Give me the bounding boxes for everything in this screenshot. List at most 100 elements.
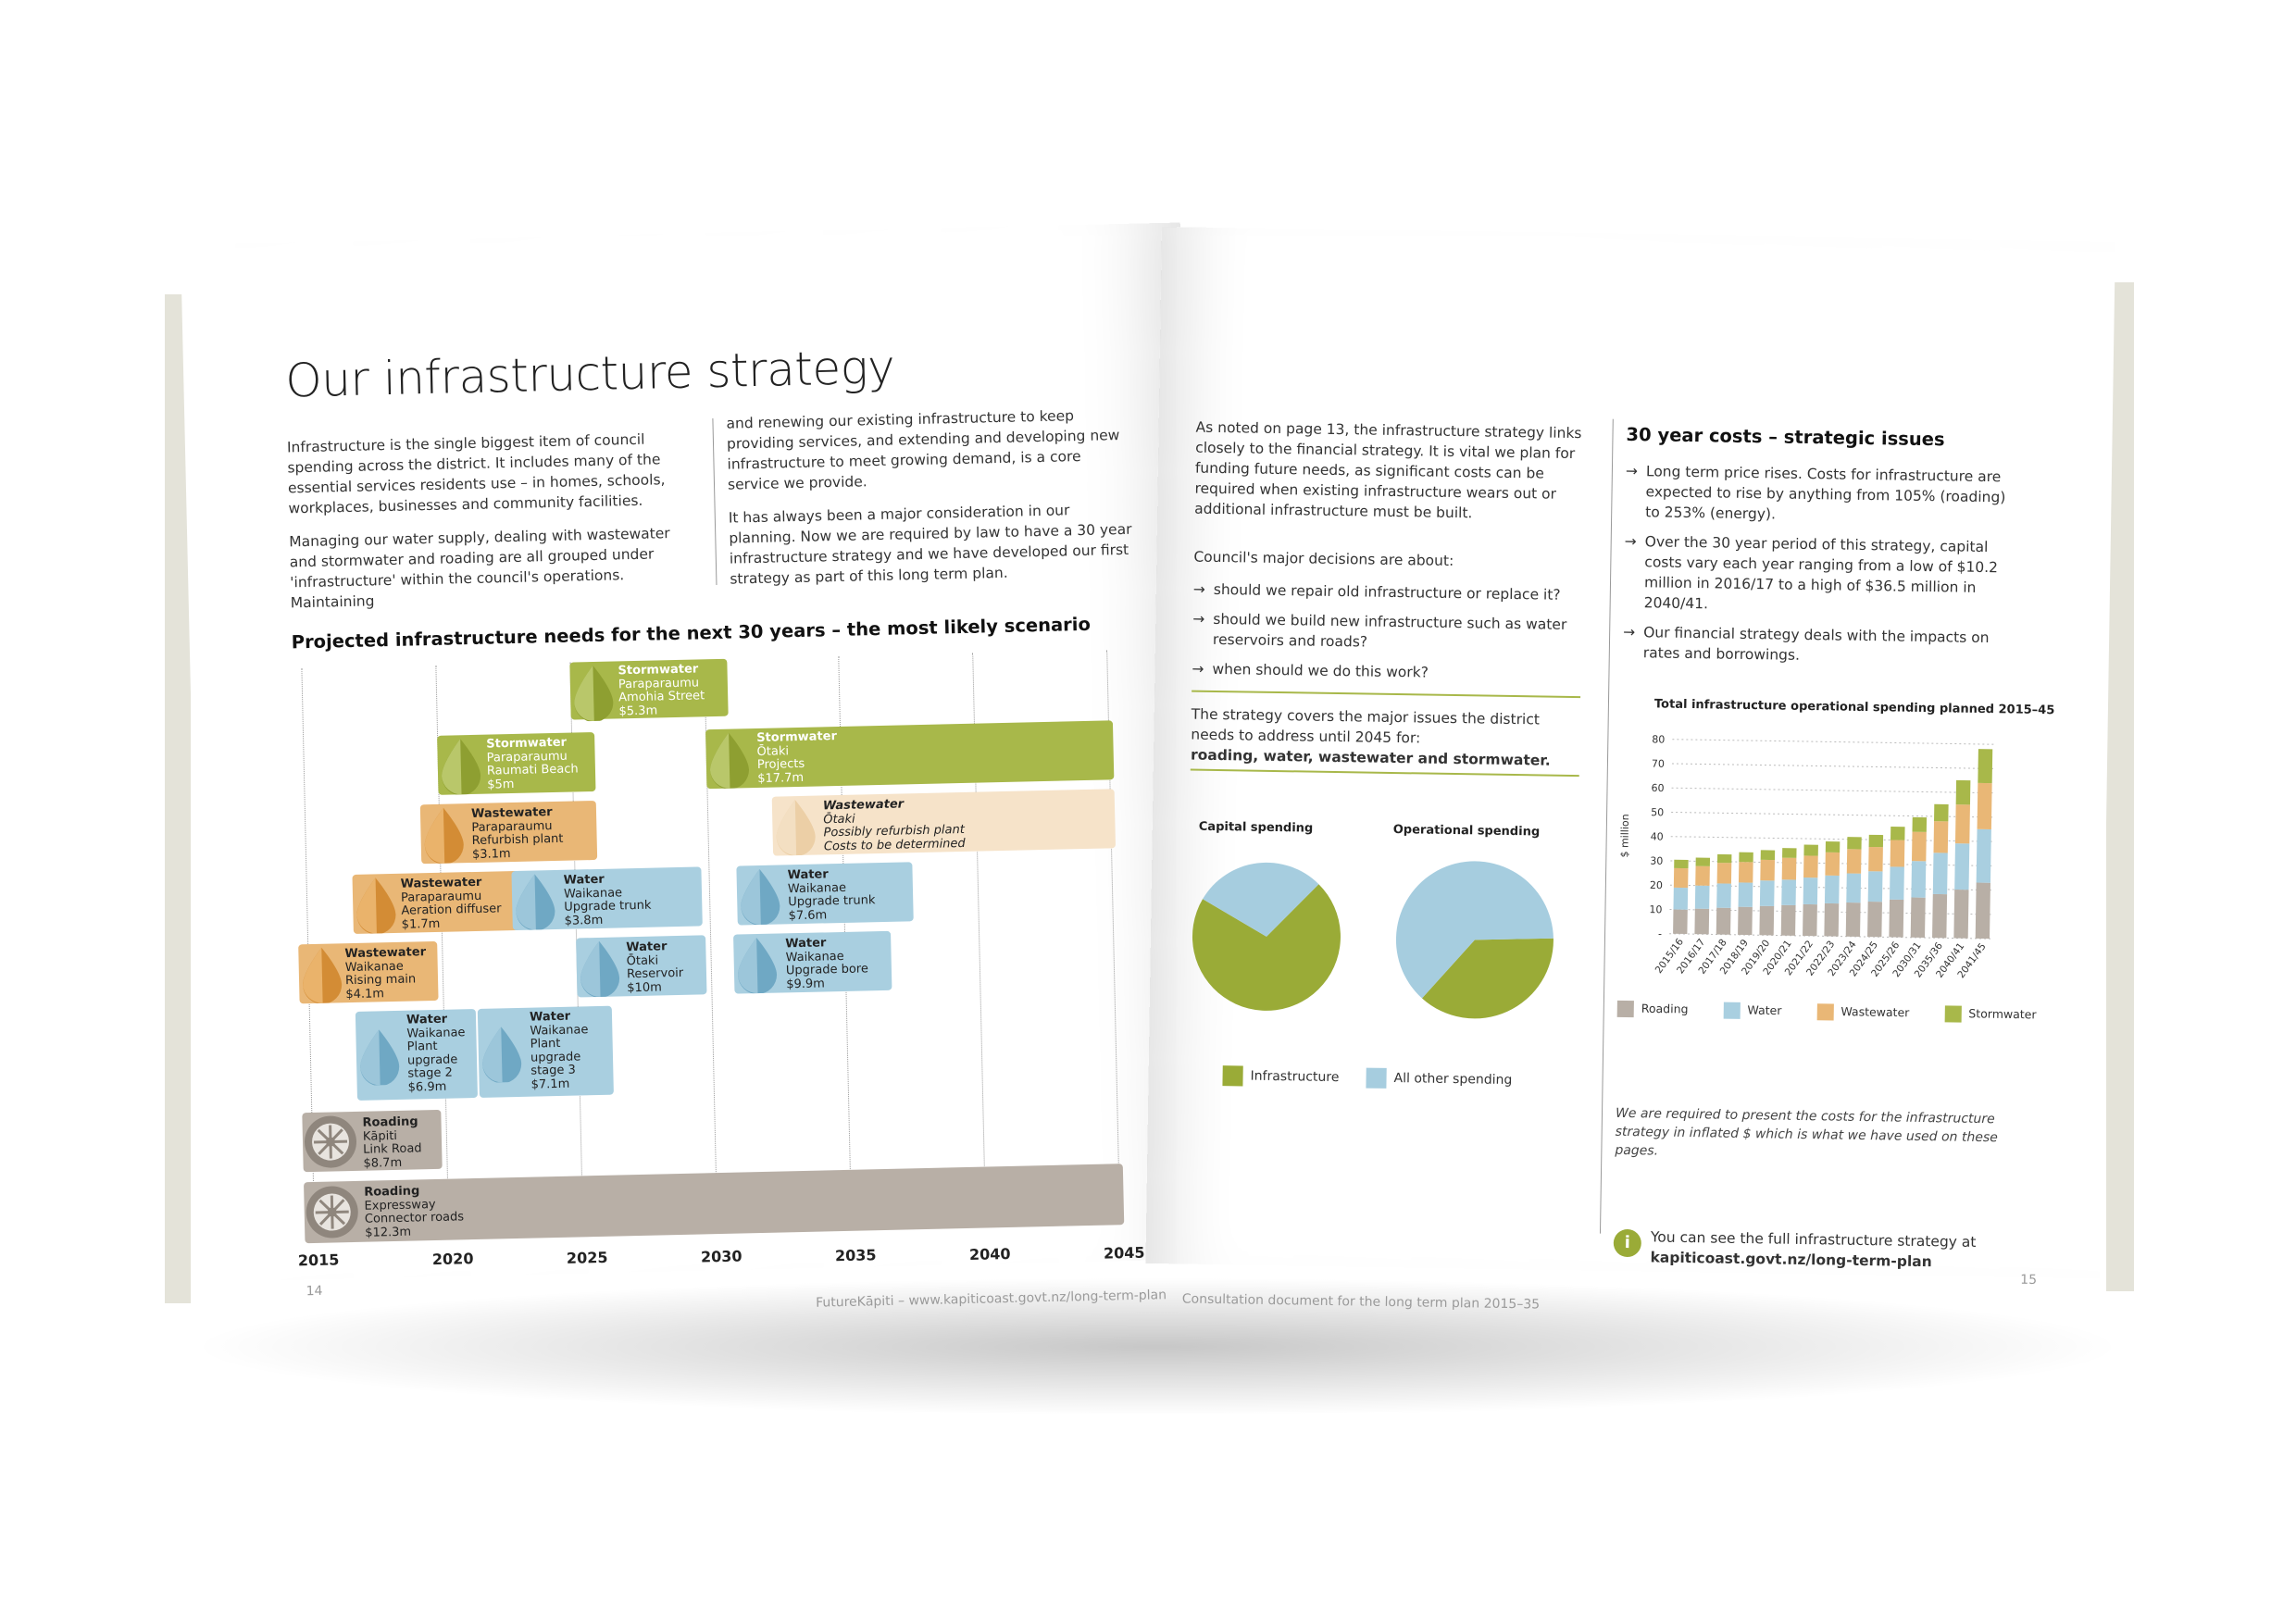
arrow-icon: →	[1192, 660, 1204, 678]
legend-item: Stormwater	[1944, 1005, 2037, 1024]
water-drop-icon	[741, 868, 780, 926]
bar-segment	[1824, 902, 1840, 937]
arrow-icon: →	[1624, 532, 1637, 551]
covers-text: The strategy covers the major issues the…	[1190, 705, 1551, 769]
bar-segment	[1890, 866, 1904, 900]
pie-slice	[1192, 884, 1341, 1011]
project-label: Wastewater Paraparaumu Refurbish plant $3.1…	[470, 805, 564, 862]
inflation-note: We are required to present the costs for…	[1615, 1105, 1998, 1159]
arrow-icon: →	[1192, 610, 1205, 628]
year-label: 2045	[1103, 1243, 1145, 1263]
bar-segment	[1781, 857, 1797, 880]
bar-segment	[1739, 852, 1753, 863]
bar-segment	[1845, 902, 1861, 937]
bar-segment	[1955, 779, 1971, 805]
legend-item: Water	[1723, 1002, 1782, 1020]
gridline	[1671, 787, 1996, 794]
wastewater-drop-icon	[424, 807, 464, 865]
timeline-chart: Stormwater Paraparaumu Amohia Street $5.3m …	[292, 650, 1157, 1280]
bar-segment	[1673, 867, 1689, 889]
year-label: 2030	[700, 1247, 742, 1266]
bar-segment	[1954, 804, 1970, 844]
legend-item: Wastewater	[1816, 1003, 1909, 1022]
bar-segment	[1824, 875, 1840, 904]
bar-segment	[1803, 855, 1818, 878]
stormwater-drop-icon	[710, 732, 750, 790]
bar-segment	[1759, 905, 1775, 936]
legend-swatch	[1723, 1002, 1741, 1019]
wastewater-drop-icon	[356, 877, 396, 934]
y-tick-label: 20	[1650, 879, 1663, 891]
bar-segment	[1934, 803, 1949, 822]
year-label: 2035	[834, 1246, 877, 1265]
paragraph: It has always been a major consideration…	[728, 502, 1132, 588]
bar-segment	[1803, 903, 1817, 937]
bar-segment	[1673, 887, 1689, 910]
list-item: → Our financial strategy deals with the i…	[1623, 623, 1990, 664]
project-label: Water Waikanae Upgrade bore $9.9m	[785, 936, 869, 991]
bar-segment	[1716, 883, 1731, 908]
book-shadow	[185, 1277, 2129, 1416]
bar-segment	[1911, 861, 1927, 898]
bar-segment	[1738, 906, 1753, 936]
water-drop-icon	[580, 940, 620, 998]
stormwater-drop-icon	[442, 739, 481, 795]
project-label: Wastewater Waikanae Rising main $4.1m	[344, 945, 427, 1002]
bar-segment	[1912, 816, 1928, 832]
pie-title-operational: Operational spending	[1392, 823, 1541, 840]
bar-segment	[1975, 882, 1990, 940]
wheel-icon	[305, 1115, 357, 1168]
intro-column-2: and renewing our existing infrastructure…	[726, 404, 1138, 603]
bar-segment	[1782, 848, 1797, 858]
bar-segment	[1803, 877, 1818, 905]
wastewater-drop-icon	[776, 800, 816, 856]
pie-legend-infrastructure: Infrastructure	[1222, 1065, 1340, 1088]
page-title: Our infrastructure strategy	[284, 340, 895, 408]
capital-spending-pie	[1192, 862, 1341, 1011]
left-page: Our infrastructure strategy Infrastructu…	[181, 222, 1204, 1311]
intro-text: As noted on page 13, the infrastructure …	[1194, 418, 1582, 522]
intro-column-1: Infrastructure is the single biggest ite…	[287, 428, 704, 626]
bar-segment	[1694, 885, 1710, 909]
bar-segment	[1760, 859, 1776, 881]
legend-swatch	[1222, 1065, 1243, 1087]
bar-segment	[1868, 834, 1884, 848]
bar-segment	[1868, 846, 1883, 872]
bar-segment	[1738, 882, 1753, 907]
y-tick-label: 60	[1651, 782, 1664, 794]
info-text: You can see the full infrastructure stra…	[1650, 1228, 1977, 1271]
bar-segment	[1716, 907, 1731, 935]
legend-item: Roading	[1616, 1000, 1689, 1018]
bar-segment	[1847, 837, 1862, 850]
paragraph: Managing our water supply, dealing with …	[289, 525, 670, 612]
legend-swatch	[1944, 1005, 1962, 1023]
info-link[interactable]: kapiticoast.govt.nz/long-term-plan	[1650, 1249, 1932, 1271]
bar-segment	[1695, 857, 1711, 866]
water-drop-icon	[482, 1027, 522, 1083]
project-label: Stormwater Paraparaumu Raumati Beach $5m	[486, 735, 579, 792]
project-label: Roading Expressway Connector roads $12.3m	[364, 1184, 465, 1240]
bar-segment	[1933, 821, 1949, 853]
bar-segment	[1978, 749, 1993, 784]
project-label: Water Waikanae Upgrade trunk $3.8m	[563, 872, 652, 928]
gridline	[1672, 739, 1997, 745]
bar-segment	[1910, 897, 1926, 939]
pie-slice	[1395, 861, 1554, 999]
gridline	[1671, 763, 1996, 769]
column-divider	[712, 417, 718, 585]
bar-segment	[1803, 844, 1818, 856]
bar-segment	[1695, 865, 1710, 886]
bar-segment	[1846, 873, 1862, 903]
year-label: 2015	[297, 1251, 340, 1270]
column-divider	[1599, 418, 1614, 1234]
list-item: → when should we do this work?	[1192, 660, 1429, 681]
bar-legend: Roading Water Wastewater Stormwater	[1616, 1000, 2037, 1024]
year-label: 2025	[566, 1248, 608, 1267]
project-label: Wastewater Paraparaumu Aeration diffuser $1…	[400, 875, 502, 932]
page-number: 15	[2020, 1272, 2038, 1288]
bar-segment	[1846, 849, 1862, 874]
list-item: → Over the 30 year period of this strateg…	[1624, 532, 1999, 613]
legend-swatch	[1366, 1067, 1387, 1089]
project-label: Roading Kāpiti Link Road $8.7m	[362, 1114, 422, 1171]
bar-segment	[1977, 782, 1992, 830]
